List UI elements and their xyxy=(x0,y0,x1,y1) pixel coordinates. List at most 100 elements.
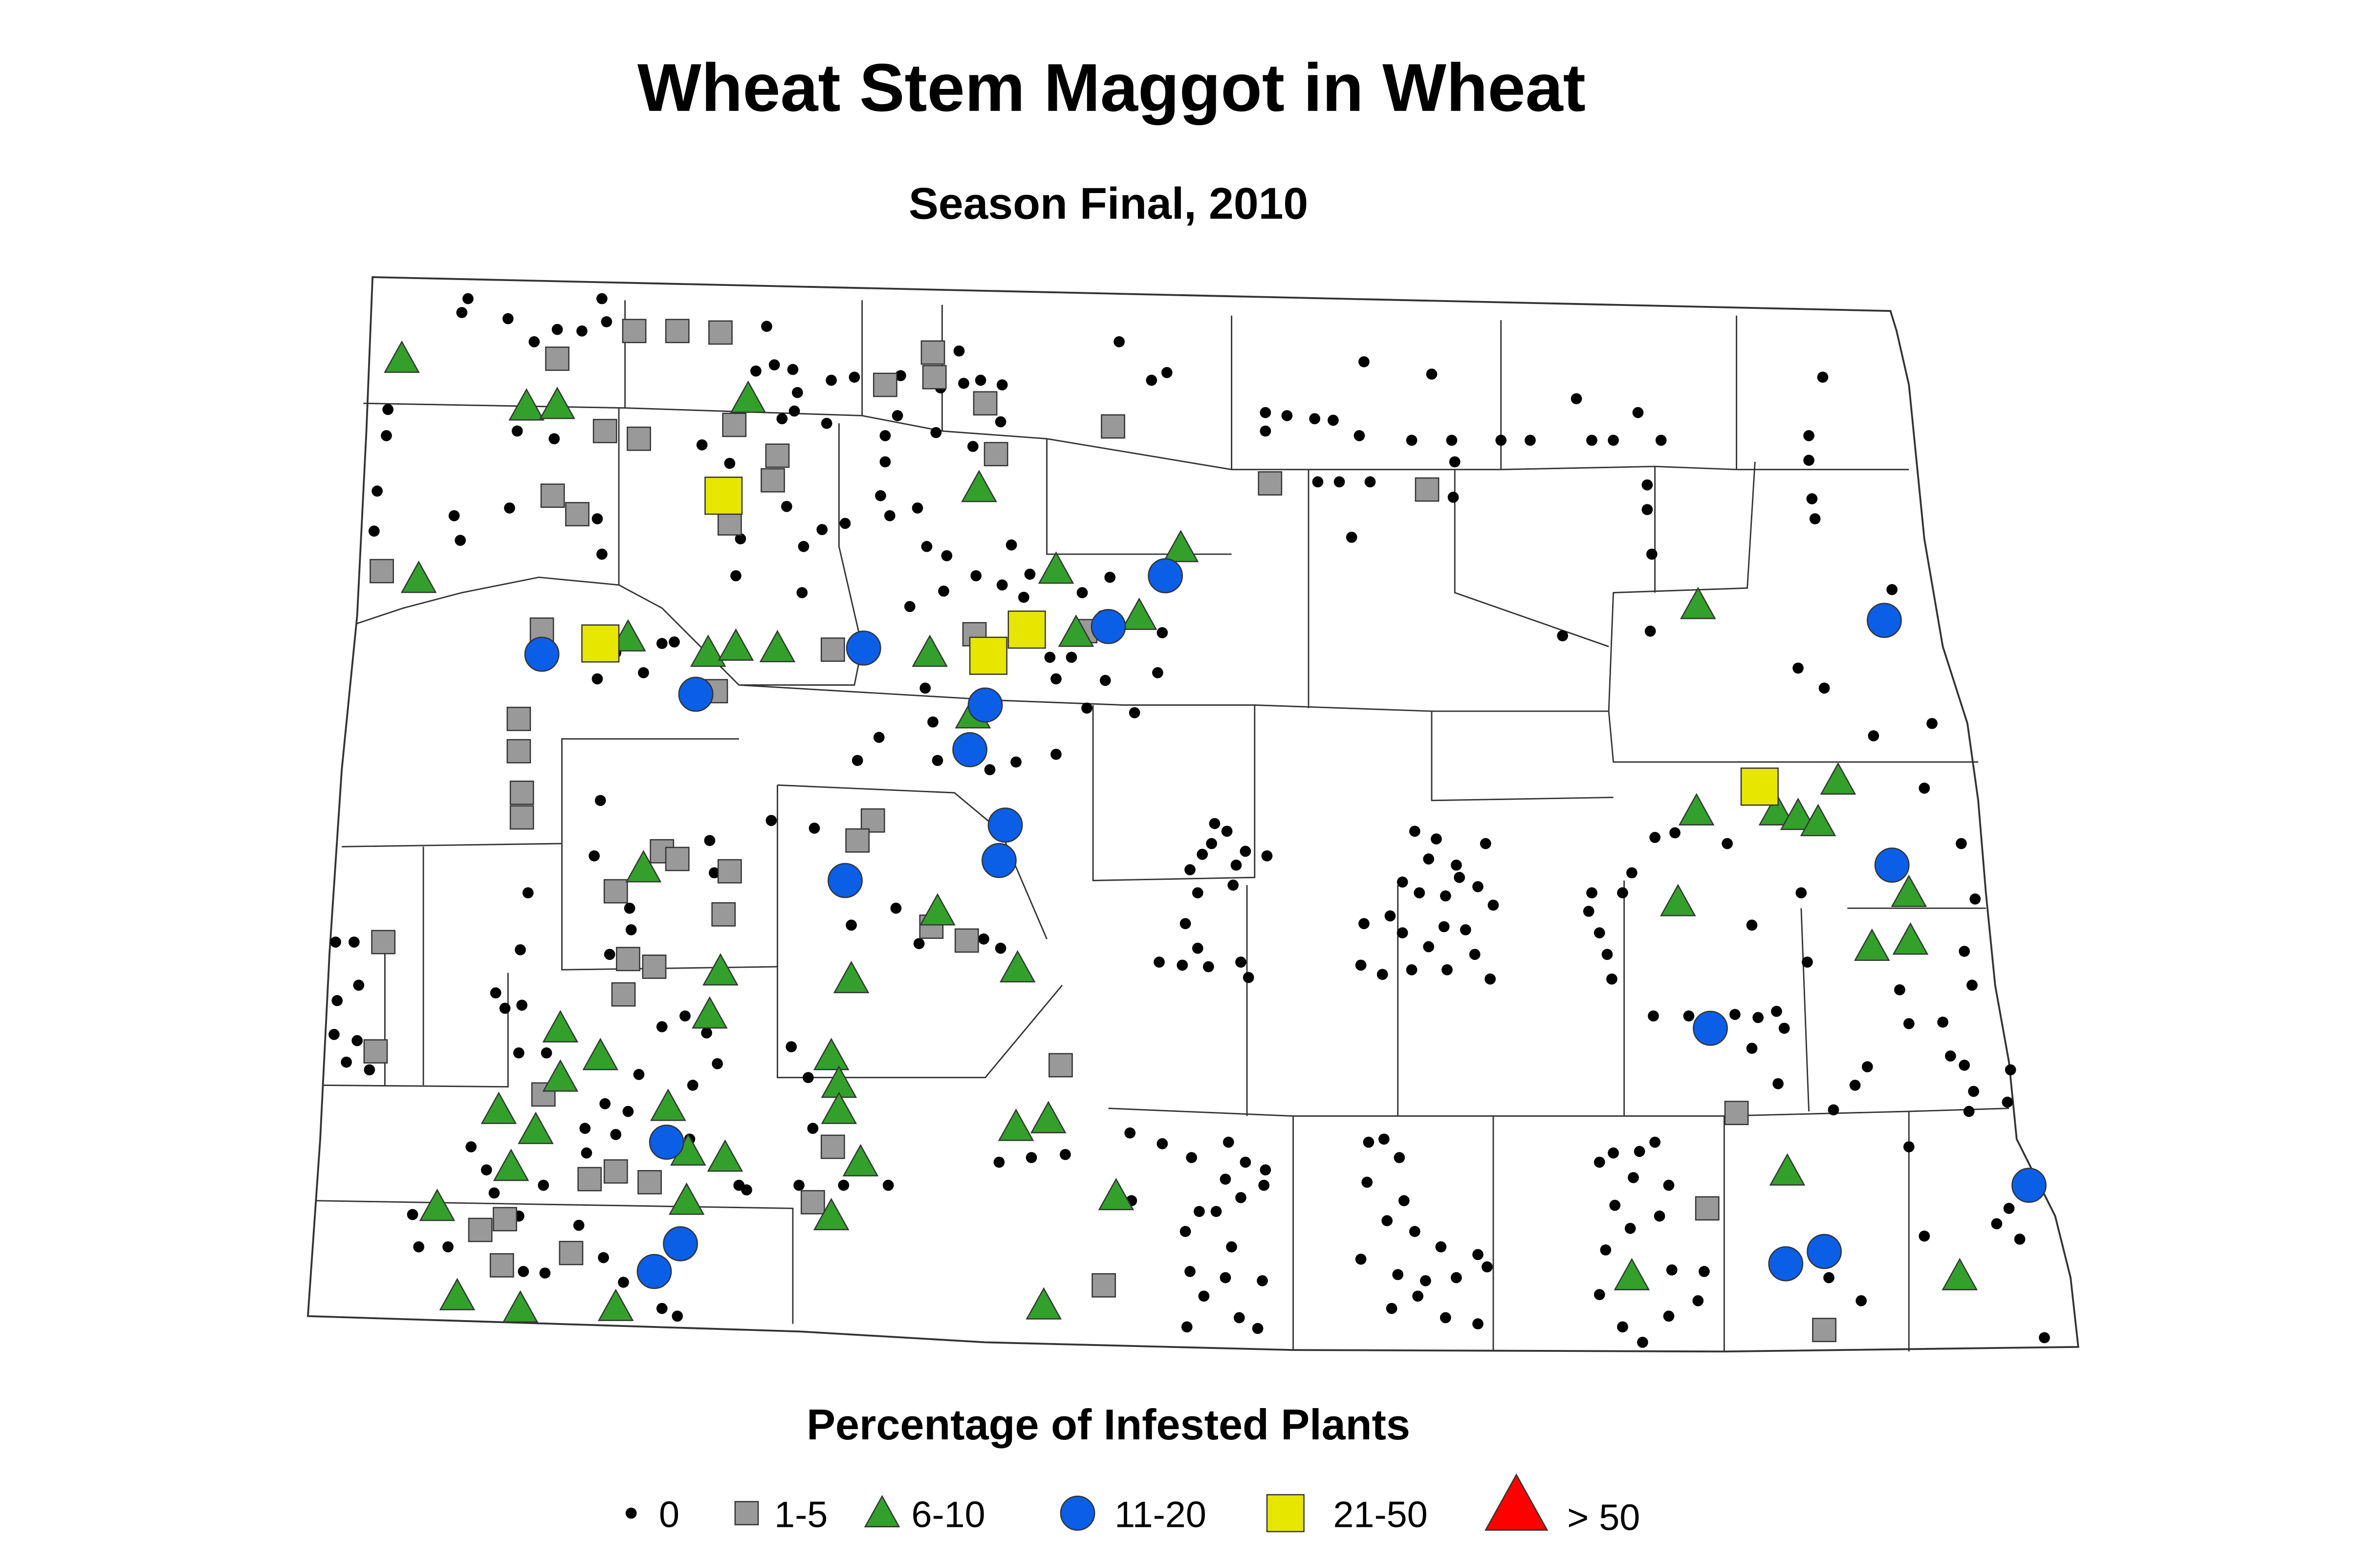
site-marker xyxy=(1258,1179,1270,1191)
site-marker xyxy=(761,321,772,332)
site-marker xyxy=(932,755,943,766)
site-marker xyxy=(518,1266,529,1277)
site-marker xyxy=(1740,767,1779,806)
site-marker xyxy=(518,1111,554,1144)
site-marker xyxy=(591,513,603,524)
site-marker xyxy=(1101,414,1125,439)
site-marker xyxy=(1628,1172,1639,1183)
site-marker xyxy=(1454,871,1465,883)
site-marker xyxy=(542,1010,579,1043)
site-marker xyxy=(967,687,1003,723)
site-marker xyxy=(1866,603,1902,638)
site-marker xyxy=(538,1179,549,1191)
site-marker xyxy=(1722,838,1733,849)
site-marker xyxy=(1586,434,1597,446)
site-marker xyxy=(633,1069,645,1080)
site-marker xyxy=(1431,833,1442,845)
site-marker xyxy=(368,525,380,537)
site-marker xyxy=(610,619,646,652)
site-marker xyxy=(1358,356,1370,368)
legend-symbol xyxy=(625,1507,637,1519)
site-marker xyxy=(1220,1173,1231,1185)
site-marker xyxy=(953,345,965,357)
site-marker xyxy=(1409,825,1420,837)
site-marker xyxy=(1683,1010,1695,1022)
site-marker xyxy=(1177,959,1188,971)
site-marker xyxy=(603,1159,628,1184)
site-marker xyxy=(597,1288,634,1321)
legend-symbol xyxy=(1060,1496,1095,1531)
site-marker xyxy=(967,441,979,452)
site-marker xyxy=(1197,848,1208,860)
site-marker xyxy=(807,1123,819,1134)
site-marker xyxy=(1594,1156,1605,1168)
site-marker xyxy=(1409,1226,1420,1237)
site-marker xyxy=(678,676,714,712)
site-marker xyxy=(741,1184,752,1195)
site-marker xyxy=(708,867,720,879)
site-marker xyxy=(1354,430,1365,441)
site-marker xyxy=(1406,964,1418,976)
site-marker xyxy=(1146,374,1157,386)
site-marker xyxy=(330,936,341,948)
site-marker xyxy=(579,1123,591,1134)
site-marker xyxy=(1480,838,1491,849)
site-marker xyxy=(625,924,637,935)
site-marker xyxy=(704,477,743,515)
site-marker xyxy=(941,550,953,562)
site-marker xyxy=(456,307,468,318)
site-marker xyxy=(1894,984,1905,996)
site-marker xyxy=(591,673,603,685)
site-marker xyxy=(1644,626,1656,637)
site-marker xyxy=(638,667,649,678)
site-marker xyxy=(765,443,790,468)
site-marker xyxy=(672,1310,683,1322)
site-marker xyxy=(1752,1012,1764,1023)
site-marker xyxy=(2014,1234,2026,1245)
site-marker xyxy=(1648,1010,1659,1022)
site-marker xyxy=(1361,1176,1373,1188)
site-marker xyxy=(1472,1249,1484,1260)
site-marker xyxy=(581,1147,592,1159)
site-marker xyxy=(1886,584,1898,595)
site-marker xyxy=(489,1253,514,1278)
site-marker xyxy=(820,637,845,662)
site-marker xyxy=(1007,610,1046,649)
site-marker xyxy=(712,1058,723,1069)
site-marker xyxy=(1692,1295,1704,1306)
site-marker xyxy=(413,1241,424,1253)
site-marker xyxy=(1654,1210,1665,1222)
site-marker xyxy=(1381,1215,1393,1226)
site-marker xyxy=(759,630,796,662)
site-marker xyxy=(622,319,647,344)
site-marker xyxy=(921,541,933,552)
site-marker xyxy=(718,628,754,661)
site-marker xyxy=(679,1010,691,1022)
site-marker xyxy=(879,456,891,468)
site-marker xyxy=(582,1038,619,1070)
legend-label: 11-20 xyxy=(1114,1494,1206,1535)
site-marker xyxy=(1729,1009,1741,1020)
site-marker xyxy=(1423,941,1434,953)
site-marker xyxy=(589,850,600,862)
site-marker xyxy=(1608,434,1619,446)
legend-symbol xyxy=(864,1495,900,1527)
map-title: Wheat Stem Maggot in Wheat xyxy=(637,50,1586,126)
site-marker xyxy=(624,902,635,914)
site-marker xyxy=(1328,414,1339,426)
site-marker xyxy=(1240,1156,1251,1168)
site-marker xyxy=(1050,673,1062,685)
site-marker xyxy=(1451,859,1462,871)
site-marker xyxy=(690,634,726,667)
site-marker xyxy=(704,835,716,847)
site-marker xyxy=(1384,910,1396,922)
site-marker xyxy=(1818,682,1830,694)
site-marker xyxy=(938,586,949,597)
site-marker xyxy=(708,320,733,345)
site-marker xyxy=(1617,887,1628,899)
site-marker xyxy=(1663,1310,1675,1322)
site-marker xyxy=(1637,1337,1648,1348)
site-marker xyxy=(618,1277,629,1288)
site-marker xyxy=(2003,1203,2015,1214)
site-marker xyxy=(1114,336,1125,348)
